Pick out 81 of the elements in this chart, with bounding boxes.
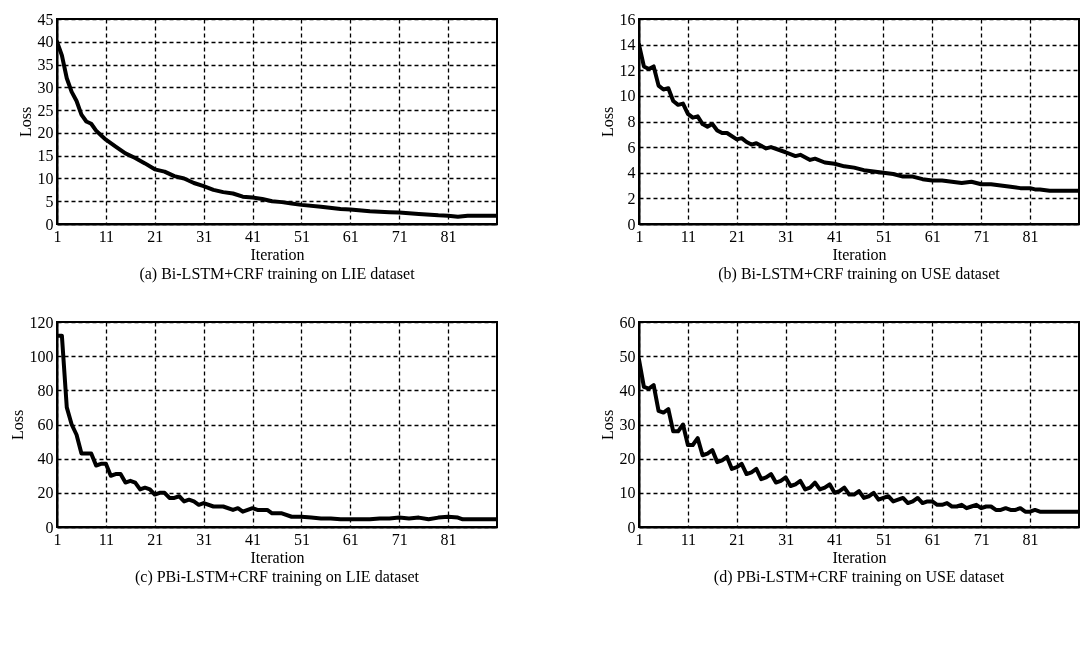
x-axis-title: Iteration bbox=[250, 548, 305, 566]
y-tick-label: 12 bbox=[619, 61, 636, 79]
x-axis-title: Iteration bbox=[832, 245, 887, 263]
y-tick-label: 10 bbox=[619, 484, 636, 502]
y-tick-label: 0 bbox=[45, 518, 54, 536]
text: (b) Bi-LSTM+CRF training on USE dataset bbox=[718, 265, 1001, 283]
x-tick-label: 41 bbox=[827, 530, 844, 548]
y-tick-label: 40 bbox=[619, 381, 636, 399]
x-tick-label: 11 bbox=[680, 227, 697, 245]
y-tick-label: 25 bbox=[37, 101, 54, 119]
x-tick-label: 21 bbox=[729, 227, 746, 245]
x-tick-label: 51 bbox=[293, 227, 310, 245]
y-tick-label: 4 bbox=[627, 164, 636, 182]
x-tick-label: 41 bbox=[827, 227, 844, 245]
y-tick-label: 0 bbox=[45, 215, 54, 233]
x-axis-title: Iteration bbox=[832, 548, 887, 566]
x-tick-label: 61 bbox=[924, 227, 941, 245]
y-tick-label: 0 bbox=[627, 518, 636, 536]
x-tick-label: 31 bbox=[778, 530, 795, 548]
y-tick-label: 60 bbox=[37, 416, 54, 433]
y-tick-label: 2 bbox=[627, 189, 636, 207]
x-tick-label: 81 bbox=[440, 227, 457, 245]
y-tick-label: 40 bbox=[37, 33, 54, 51]
x-tick-label: 41 bbox=[245, 227, 262, 245]
y-tick-label: 35 bbox=[37, 56, 54, 74]
y-tick-label: 5 bbox=[45, 192, 54, 210]
x-tick-label: 1 bbox=[53, 227, 62, 245]
y-axis-title: Loss bbox=[16, 106, 34, 138]
x-tick-label: 21 bbox=[729, 530, 746, 548]
x-axis-title: Iteration bbox=[250, 245, 305, 263]
x-tick-label: 1 bbox=[635, 227, 644, 245]
y-axis-title: Loss bbox=[598, 106, 616, 138]
x-tick-label: 71 bbox=[391, 227, 408, 245]
y-tick-label: 30 bbox=[619, 416, 636, 433]
y-tick-label: 20 bbox=[619, 450, 636, 468]
y-tick-label: 120 bbox=[29, 313, 54, 331]
x-tick-label: 21 bbox=[147, 227, 164, 245]
x-tick-label: 41 bbox=[245, 530, 262, 548]
x-tick-label: 71 bbox=[973, 530, 990, 548]
y-tick-label: 50 bbox=[619, 347, 636, 365]
y-tick-label: 16 bbox=[619, 10, 636, 28]
y-tick-label: 100 bbox=[29, 347, 54, 365]
x-tick-label: 21 bbox=[147, 530, 164, 548]
x-tick-label: 71 bbox=[973, 227, 990, 245]
y-tick-label: 8 bbox=[627, 113, 636, 130]
y-tick-label: 20 bbox=[37, 484, 54, 502]
x-tick-label: 31 bbox=[196, 530, 213, 548]
x-tick-label: 61 bbox=[924, 530, 941, 548]
text: (a) Bi-LSTM+CRF training on LIE dataset bbox=[139, 265, 416, 283]
y-axis-title: Loss bbox=[8, 409, 26, 441]
y-tick-label: 14 bbox=[619, 36, 636, 54]
y-tick-label: 20 bbox=[37, 124, 54, 142]
text: (c) PBi-LSTM+CRF training on LIE dataset bbox=[134, 568, 420, 586]
x-tick-label: 81 bbox=[1022, 530, 1039, 548]
y-tick-label: 10 bbox=[619, 87, 636, 105]
x-tick-label: 81 bbox=[440, 530, 457, 548]
x-tick-label: 71 bbox=[391, 530, 408, 548]
x-tick-label: 11 bbox=[98, 227, 115, 245]
x-tick-label: 61 bbox=[342, 227, 359, 245]
y-tick-label: 40 bbox=[37, 450, 54, 468]
y-tick-label: 15 bbox=[37, 147, 54, 165]
y-tick-label: 45 bbox=[37, 10, 54, 28]
y-tick-label: 60 bbox=[619, 313, 636, 331]
x-tick-label: 11 bbox=[98, 530, 115, 548]
x-tick-label: 31 bbox=[778, 227, 795, 245]
y-axis-title: Loss bbox=[598, 409, 616, 441]
x-tick-label: 31 bbox=[196, 227, 213, 245]
x-tick-label: 51 bbox=[875, 530, 892, 548]
text: (d) PBi-LSTM+CRF training on USE dataset bbox=[713, 568, 1005, 586]
x-tick-label: 1 bbox=[635, 530, 644, 548]
x-tick-label: 81 bbox=[1022, 227, 1039, 245]
x-tick-label: 1 bbox=[53, 530, 62, 548]
x-tick-label: 61 bbox=[342, 530, 359, 548]
y-tick-label: 30 bbox=[37, 78, 54, 96]
y-tick-label: 0 bbox=[627, 215, 636, 233]
y-tick-label: 80 bbox=[37, 381, 54, 399]
x-tick-label: 51 bbox=[293, 530, 310, 548]
y-tick-label: 6 bbox=[627, 138, 636, 156]
x-tick-label: 51 bbox=[875, 227, 892, 245]
y-tick-label: 10 bbox=[37, 169, 54, 187]
x-tick-label: 11 bbox=[680, 530, 697, 548]
